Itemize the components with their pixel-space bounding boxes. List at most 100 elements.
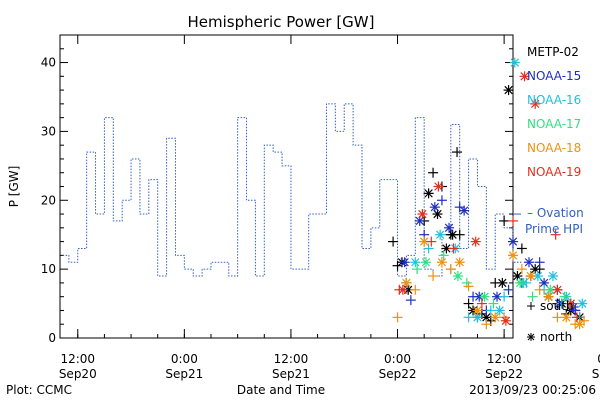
marker-stroke: [508, 237, 518, 246]
data-point-noaa-15-north: [444, 222, 455, 233]
data-point-noaa-16-south: [499, 291, 510, 302]
marker-stroke: [527, 333, 535, 341]
x-tick-date-label: Sep21: [165, 367, 203, 381]
data-point-noaa-19-north: [530, 98, 541, 109]
marker-stroke: [471, 237, 480, 246]
x-tick-date-label: Sep22: [485, 367, 523, 381]
data-point-noaa-17-south: [438, 250, 449, 261]
data-point-noaa-17-south: [559, 291, 570, 302]
data-point-noaa-16-north: [577, 298, 588, 309]
data-point-noaa-18-south: [516, 264, 527, 275]
legend: – Ovation Prime HPI METP-02 NOAA-15 NOAA-16 N…: [513, 45, 584, 344]
x-tick-time-label: 0:00: [597, 352, 600, 366]
data-point-noaa-16-south: [423, 243, 434, 254]
data-point-noaa-18-north: [419, 236, 430, 247]
data-point-noaa-18-north: [543, 291, 554, 302]
marker-stroke: [515, 278, 525, 288]
data-point-noaa-18-south: [552, 312, 563, 323]
x-tick-time-label: 12:00: [274, 352, 309, 366]
data-point-noaa-16-north: [547, 271, 558, 282]
marker-stroke: [459, 206, 469, 215]
data-point-noaa-19-south: [476, 298, 487, 309]
marker-stroke: [566, 299, 575, 308]
marker-stroke: [531, 264, 540, 274]
data-point-noaa-18-north: [472, 305, 483, 316]
data-point-noaa-19-south: [508, 215, 518, 226]
data-point-metp-02-north: [497, 277, 508, 288]
legend-noaa-17: NOAA-17: [527, 117, 581, 131]
data-point-noaa-18-north: [574, 319, 585, 330]
marker-stroke: [508, 251, 518, 260]
data-point-noaa-19-north: [433, 181, 444, 192]
marker-stroke: [501, 316, 511, 325]
data-point-noaa-19-north: [397, 284, 408, 295]
legend-marker-label: north: [540, 330, 572, 344]
x-tick-time-label: 12:00: [60, 352, 95, 366]
data-point-noaa-17-south: [488, 298, 499, 309]
y-tick-label: 30: [41, 124, 56, 138]
x-tick-date-label: Sep20: [59, 367, 97, 381]
marker-stroke: [495, 306, 504, 315]
data-point-noaa-15-south: [405, 295, 416, 306]
footer-timestamp: 2013/09/23 00:25:06: [469, 383, 596, 397]
data-point-noaa-16-north: [410, 257, 421, 268]
data-point-noaa-16-north: [435, 229, 446, 240]
marker-stroke: [504, 85, 513, 95]
data-point-noaa-18-north: [454, 257, 465, 268]
data-point-noaa-15-north: [459, 205, 470, 216]
marker-stroke: [562, 313, 571, 322]
data-point-noaa-18-north: [561, 312, 572, 323]
marker-stroke: [424, 189, 433, 198]
marker-stroke: [435, 230, 445, 239]
data-point-metp-02-south: [452, 147, 463, 158]
y-axis-label: P [GW]: [7, 166, 21, 208]
x-tick-time-label: 12:00: [487, 352, 522, 366]
data-point-noaa-15-south: [503, 284, 514, 295]
data-point-noaa-15-south: [436, 195, 447, 206]
marker-stroke: [448, 230, 457, 239]
data-point-metp-02-north: [530, 264, 541, 275]
x-tick-date-label: Sep22: [379, 367, 417, 381]
data-point-noaa-18-north: [525, 271, 536, 282]
marker-stroke: [548, 271, 558, 281]
data-point-metp-02-south: [428, 167, 439, 178]
legend-marker-north: [527, 333, 535, 341]
marker-stroke: [531, 99, 540, 109]
data-point-noaa-18-north: [490, 312, 501, 323]
marker-stroke: [539, 278, 549, 288]
marker-stroke: [513, 271, 522, 281]
marker-stroke: [578, 299, 587, 308]
data-point-noaa-17-south: [412, 264, 423, 275]
data-point-noaa-19-north: [565, 298, 576, 309]
x-axis-label: Date and Time: [237, 383, 325, 397]
data-point-noaa-15-north: [539, 277, 550, 288]
data-point-noaa-19-north: [417, 209, 428, 220]
data-point-noaa-17-south: [527, 291, 538, 302]
data-point-noaa-16-south: [485, 305, 496, 316]
data-point-noaa-16-south: [463, 312, 474, 323]
data-point-noaa-18-south: [428, 271, 439, 282]
marker-stroke: [418, 209, 427, 219]
data-point-noaa-18-north: [508, 250, 518, 261]
data-point-metp-02-north: [503, 85, 514, 96]
data-point-noaa-18-south: [410, 284, 421, 295]
marker-stroke: [411, 258, 420, 267]
legend-metp-02: METP-02: [527, 45, 579, 59]
data-point-noaa-16-north: [509, 57, 520, 68]
marker-stroke: [473, 313, 482, 322]
data-point-noaa-15-north: [429, 202, 440, 213]
legend-marker-label: south: [540, 299, 574, 313]
data-point-noaa-15-north: [399, 257, 410, 268]
chart-title: Hemispheric Power [GW]: [188, 13, 375, 31]
data-point-metp-02-south: [388, 236, 399, 247]
marker-stroke: [553, 285, 562, 294]
data-point-noaa-18-south: [445, 264, 456, 275]
data-point-noaa-18-south: [481, 319, 492, 330]
marker-stroke: [400, 258, 409, 267]
data-point-metp-02-north: [423, 188, 434, 199]
marker-stroke: [492, 292, 502, 301]
marker-stroke: [434, 182, 443, 191]
legend-noaa-18: NOAA-18: [527, 141, 581, 155]
marker-stroke: [444, 223, 454, 232]
